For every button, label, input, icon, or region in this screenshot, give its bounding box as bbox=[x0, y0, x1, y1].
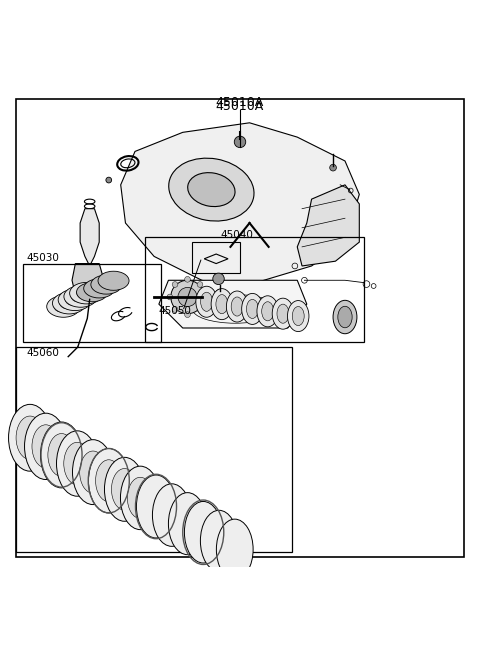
Bar bbox=[192, 242, 240, 273]
Ellipse shape bbox=[231, 297, 243, 316]
Ellipse shape bbox=[216, 519, 253, 580]
Ellipse shape bbox=[168, 493, 206, 555]
Ellipse shape bbox=[136, 475, 176, 538]
Ellipse shape bbox=[96, 460, 122, 502]
Ellipse shape bbox=[9, 404, 51, 471]
Text: 45010A: 45010A bbox=[216, 100, 264, 113]
Ellipse shape bbox=[246, 299, 258, 318]
Bar bbox=[16, 347, 292, 552]
Circle shape bbox=[234, 136, 246, 148]
Ellipse shape bbox=[84, 279, 115, 298]
Ellipse shape bbox=[72, 440, 114, 504]
Ellipse shape bbox=[292, 306, 304, 325]
Ellipse shape bbox=[111, 468, 138, 510]
Ellipse shape bbox=[70, 283, 103, 304]
Ellipse shape bbox=[211, 289, 233, 319]
Ellipse shape bbox=[184, 501, 222, 563]
Ellipse shape bbox=[54, 300, 73, 312]
Bar bbox=[23, 264, 161, 342]
Circle shape bbox=[172, 306, 178, 312]
Circle shape bbox=[172, 281, 178, 287]
Text: 45010A: 45010A bbox=[216, 96, 264, 110]
Ellipse shape bbox=[32, 425, 60, 468]
Polygon shape bbox=[120, 123, 360, 290]
Ellipse shape bbox=[64, 286, 97, 307]
Ellipse shape bbox=[153, 484, 191, 546]
Ellipse shape bbox=[201, 292, 213, 312]
Bar bbox=[144, 237, 364, 342]
Ellipse shape bbox=[227, 291, 248, 322]
Ellipse shape bbox=[127, 478, 153, 518]
Ellipse shape bbox=[105, 457, 144, 522]
Ellipse shape bbox=[178, 287, 197, 306]
Polygon shape bbox=[72, 264, 104, 299]
Ellipse shape bbox=[169, 158, 254, 221]
Ellipse shape bbox=[120, 466, 160, 529]
Ellipse shape bbox=[47, 296, 80, 318]
Text: 45060: 45060 bbox=[26, 348, 59, 358]
Ellipse shape bbox=[16, 416, 44, 459]
Polygon shape bbox=[159, 280, 307, 328]
Ellipse shape bbox=[65, 294, 84, 306]
Ellipse shape bbox=[76, 283, 108, 302]
Circle shape bbox=[213, 273, 224, 285]
Circle shape bbox=[216, 289, 224, 298]
Circle shape bbox=[185, 312, 191, 318]
Ellipse shape bbox=[88, 449, 129, 513]
Ellipse shape bbox=[333, 300, 357, 334]
Ellipse shape bbox=[48, 434, 75, 476]
Ellipse shape bbox=[262, 302, 274, 321]
Circle shape bbox=[167, 294, 173, 300]
Ellipse shape bbox=[277, 304, 289, 323]
Ellipse shape bbox=[40, 422, 83, 488]
Text: 45040: 45040 bbox=[221, 230, 254, 240]
Ellipse shape bbox=[60, 297, 79, 309]
Ellipse shape bbox=[98, 271, 129, 291]
Ellipse shape bbox=[171, 280, 204, 314]
Ellipse shape bbox=[71, 291, 90, 302]
Ellipse shape bbox=[80, 451, 107, 493]
Text: 45050: 45050 bbox=[159, 306, 192, 316]
Ellipse shape bbox=[91, 275, 122, 294]
Circle shape bbox=[330, 164, 336, 171]
Ellipse shape bbox=[216, 295, 228, 314]
Ellipse shape bbox=[257, 296, 278, 327]
Ellipse shape bbox=[200, 510, 238, 571]
Ellipse shape bbox=[272, 298, 294, 329]
Ellipse shape bbox=[241, 293, 263, 325]
Ellipse shape bbox=[77, 287, 96, 299]
Ellipse shape bbox=[64, 442, 91, 485]
Ellipse shape bbox=[58, 289, 92, 310]
Circle shape bbox=[202, 294, 208, 300]
Circle shape bbox=[185, 276, 191, 282]
Ellipse shape bbox=[196, 286, 217, 318]
Ellipse shape bbox=[338, 306, 352, 328]
Text: 45030: 45030 bbox=[26, 253, 59, 263]
Circle shape bbox=[106, 177, 112, 183]
Polygon shape bbox=[297, 185, 360, 266]
Circle shape bbox=[197, 306, 203, 312]
Ellipse shape bbox=[188, 173, 235, 207]
Ellipse shape bbox=[24, 413, 67, 480]
Ellipse shape bbox=[52, 293, 86, 314]
Ellipse shape bbox=[57, 431, 98, 496]
Circle shape bbox=[197, 281, 203, 287]
Polygon shape bbox=[80, 209, 99, 266]
Ellipse shape bbox=[288, 300, 309, 331]
